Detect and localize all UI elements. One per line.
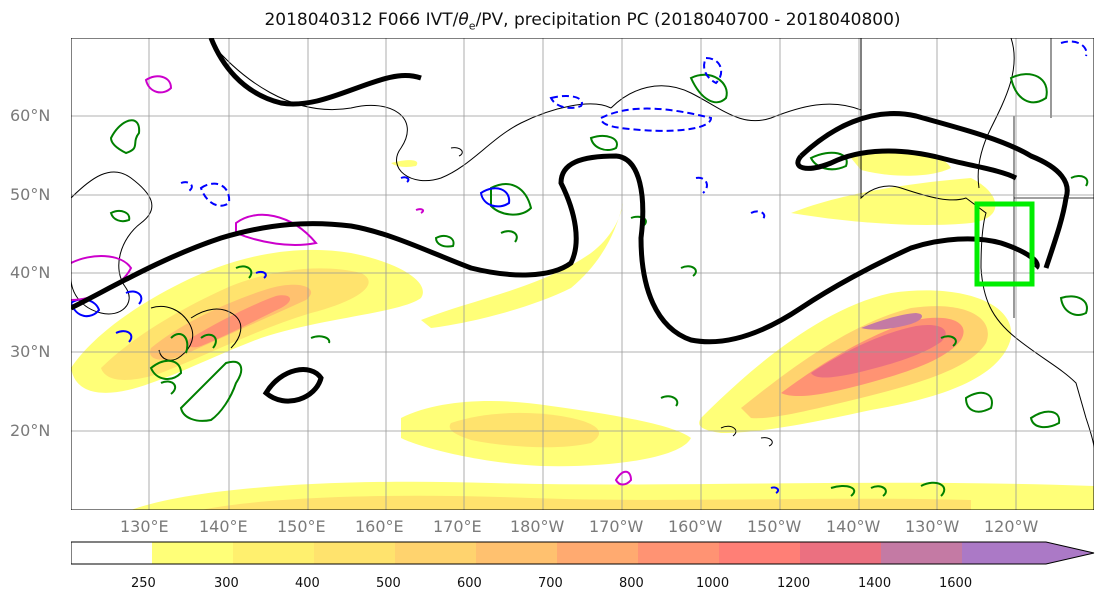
colorbar-tick-250: 250	[131, 576, 156, 591]
colorbar-swatch	[638, 542, 719, 564]
colorbar-swatch	[719, 542, 800, 564]
colorbar-tick-300: 300	[214, 576, 239, 591]
colorbar-tick-600: 600	[457, 576, 482, 591]
colorbar-tick-1400: 1400	[858, 576, 892, 591]
lon-label-150w: 150°W	[747, 517, 802, 536]
target-region-box	[974, 201, 1035, 287]
colorbar-swatch	[395, 542, 476, 564]
colorbar-swatch	[476, 542, 557, 564]
colorbar-outline	[71, 541, 1095, 565]
colorbar-swatch	[314, 542, 395, 564]
colorbar-swatch	[557, 542, 638, 564]
colorbar-swatch	[152, 542, 233, 564]
colorbar-swatch	[800, 542, 881, 564]
lon-label-180w: 180°W	[510, 517, 565, 536]
figure-title: 2018040312 F066 IVT/θe/PV, precipitation…	[264, 10, 901, 33]
colorbar-tick-1200: 1200	[777, 576, 811, 591]
colorbar	[71, 541, 1095, 565]
lon-label-140w: 140°W	[826, 517, 881, 536]
coastlines	[71, 38, 1094, 449]
gridlines	[71, 38, 1094, 510]
lat-label-20n: 20°N	[10, 421, 51, 440]
lat-label-60n: 60°N	[10, 106, 51, 125]
lon-label-160e: 160°E	[355, 517, 404, 536]
lon-label-130e: 130°E	[120, 517, 169, 536]
colorbar-swatch	[962, 542, 1094, 564]
lon-label-170w: 170°W	[589, 517, 644, 536]
lon-label-160w: 160°W	[668, 517, 723, 536]
lon-label-150e: 150°E	[277, 517, 326, 536]
colorbar-tick-400: 400	[295, 576, 320, 591]
lon-label-140e: 140°E	[199, 517, 248, 536]
lon-label-120w: 120°W	[984, 517, 1039, 536]
precip-negative-dashed	[180, 40, 1088, 221]
colorbar-swatches	[152, 542, 1094, 564]
lat-label-50n: 50°N	[10, 185, 51, 204]
colorbar-tick-1600: 1600	[939, 576, 973, 591]
colorbar-tick-700: 700	[538, 576, 563, 591]
ivt-shading	[71, 151, 1094, 510]
lat-label-30n: 30°N	[10, 342, 51, 361]
colorbar-swatch	[881, 542, 962, 564]
lat-label-40n: 40°N	[10, 263, 51, 282]
lon-label-130w: 130°W	[905, 517, 960, 536]
colorbar-tick-800: 800	[619, 576, 644, 591]
colorbar-swatch	[233, 542, 314, 564]
colorbar-tick-500: 500	[376, 576, 401, 591]
lon-label-170e: 170°E	[433, 517, 482, 536]
colorbar-tick-1000: 1000	[696, 576, 730, 591]
map-panel	[71, 38, 1094, 510]
pv-contours	[71, 38, 1070, 404]
